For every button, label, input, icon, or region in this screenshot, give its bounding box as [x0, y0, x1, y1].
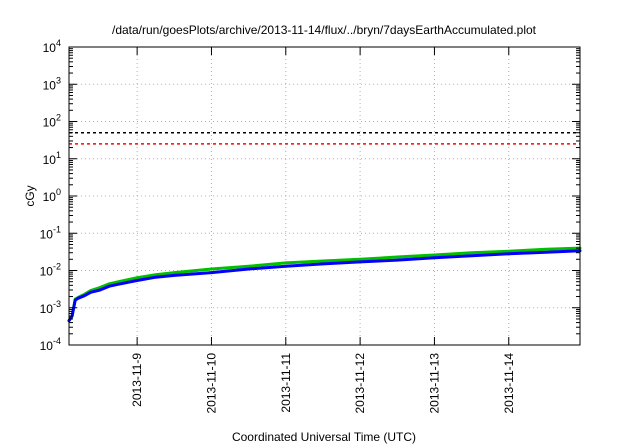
y-tick-label: 101	[43, 150, 61, 167]
y-tick-label: 10-2	[40, 262, 61, 279]
axis-ticks	[69, 46, 580, 346]
y-tick-label: 103	[43, 75, 61, 92]
grid-lines	[69, 47, 580, 345]
x-axis-label: Coordinated Universal Time (UTC)	[232, 430, 416, 444]
chart-title: /data/run/goesPlots/archive/2013-11-14/f…	[112, 23, 537, 37]
series-line	[67, 249, 582, 323]
x-tick-labels: 2013-11-9 2013-11-10 2013-11-11 2013-11-12 2…	[130, 353, 516, 414]
x-tick-label: 2013-11-11	[279, 353, 293, 413]
series-lines	[67, 246, 582, 323]
y-tick-label: 10-3	[40, 299, 61, 316]
y-axis-label: cGy	[23, 185, 37, 206]
x-tick-label: 2013-11-9	[130, 353, 144, 407]
y-tick-label: 100	[43, 187, 61, 204]
y-tick-labels: 10-4 10-3 10-2 10-1 100 101 102 103 104	[40, 38, 61, 353]
x-tick-label: 2013-11-14	[502, 353, 516, 414]
reference-lines	[69, 131, 580, 145]
y-tick-label: 10-4	[40, 336, 61, 353]
y-tick-label: 10-1	[40, 224, 61, 241]
x-tick-label: 2013-11-13	[427, 353, 441, 414]
x-tick-label: 2013-11-10	[204, 353, 218, 414]
series-line	[67, 246, 582, 323]
x-tick-label: 2013-11-12	[353, 353, 367, 414]
y-tick-label: 104	[43, 38, 61, 55]
y-tick-label: 102	[43, 113, 61, 130]
